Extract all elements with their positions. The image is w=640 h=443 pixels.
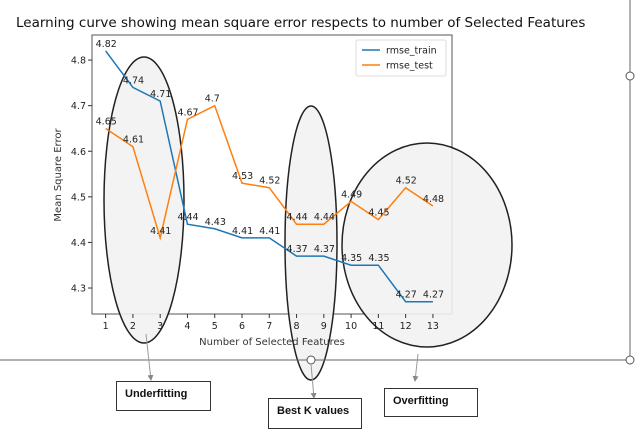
data-label-rmse_train: 4.71	[150, 89, 171, 100]
data-label-rmse_train: 4.44	[177, 212, 198, 223]
series-line-rmse_train	[105, 50, 433, 303]
data-label-rmse_test: 4.41	[150, 226, 171, 237]
data-label-rmse_train: 4.74	[123, 75, 144, 86]
data-label-rmse_train: 4.27	[396, 290, 417, 301]
data-label-rmse_train: 4.43	[205, 217, 226, 228]
data-label-rmse_test: 4.53	[232, 171, 253, 182]
resize-handle[interactable]	[625, 71, 635, 81]
data-label-rmse_test: 4.65	[96, 116, 117, 127]
x-tick-label: 2	[130, 321, 136, 332]
data-label-rmse_test: 4.52	[259, 176, 280, 187]
data-label-rmse_test: 4.44	[314, 212, 335, 223]
data-label-rmse_train: 4.35	[368, 253, 389, 264]
data-label-rmse_test: 4.44	[287, 212, 308, 223]
y-tick-label: 4.6	[71, 147, 86, 158]
legend-label: rmse_test	[386, 61, 433, 72]
y-tick-label: 4.5	[71, 192, 86, 203]
chart-title: Learning curve showing mean square error…	[16, 15, 585, 31]
overfitting-ellipse	[341, 142, 513, 348]
x-tick-label: 13	[427, 321, 439, 332]
best-k-ellipse	[284, 105, 338, 381]
underfitting-arrow	[145, 333, 154, 381]
x-tick-label: 8	[294, 321, 300, 332]
x-tick-label: 12	[400, 321, 412, 332]
legend-label: rmse_train	[386, 46, 437, 57]
x-axis-label: Number of Selected Features	[199, 337, 345, 348]
data-label-rmse_test: 4.67	[177, 107, 198, 118]
data-label-rmse_train: 4.27	[423, 290, 444, 301]
x-tick-label: 11	[372, 321, 384, 332]
resize-handle[interactable]	[306, 355, 316, 365]
x-tick-label: 5	[212, 321, 218, 332]
y-tick-label: 4.4	[71, 238, 86, 249]
data-label-rmse_test: 4.45	[368, 208, 389, 219]
data-label-rmse_train: 4.37	[314, 244, 335, 255]
data-label-rmse_test: 4.61	[123, 135, 144, 146]
legend-box	[355, 39, 447, 77]
overfitting-arrow	[412, 353, 419, 382]
data-label-rmse_train: 4.41	[232, 226, 253, 237]
y-tick-label: 4.8	[71, 56, 86, 67]
data-label-rmse_test: 4.52	[396, 176, 417, 187]
y-axis-label: Mean Square Error	[53, 128, 64, 222]
data-label-rmse_test: 4.49	[341, 189, 362, 200]
overfitting-callout: Overfitting	[384, 388, 478, 417]
resize-handle[interactable]	[625, 355, 635, 365]
x-tick-label: 10	[345, 321, 357, 332]
underfitting-ellipse	[103, 56, 185, 344]
data-label-rmse_train: 4.37	[287, 244, 308, 255]
data-label-rmse_train: 4.35	[341, 253, 362, 264]
series-line-rmse_test	[105, 104, 434, 241]
x-tick-label: 3	[157, 321, 163, 332]
x-tick-label: 9	[321, 321, 327, 332]
y-tick-label: 4.3	[71, 284, 86, 295]
underfitting-callout: Underfitting	[116, 381, 211, 411]
x-tick-label: 4	[184, 321, 190, 332]
best-k-callout: Best K values	[268, 398, 362, 429]
x-tick-label: 7	[266, 321, 272, 332]
best-k-arrow	[310, 363, 317, 399]
legend: rmse_train rmse_test	[355, 39, 447, 77]
data-label-rmse_test: 4.7	[205, 94, 220, 105]
data-label-rmse_train: 4.82	[96, 39, 117, 50]
x-tick-label: 6	[239, 321, 245, 332]
x-tick-label: 1	[103, 321, 109, 332]
data-label-rmse_train: 4.41	[259, 226, 280, 237]
data-label-rmse_test: 4.48	[423, 194, 444, 205]
y-tick-label: 4.7	[71, 101, 86, 112]
